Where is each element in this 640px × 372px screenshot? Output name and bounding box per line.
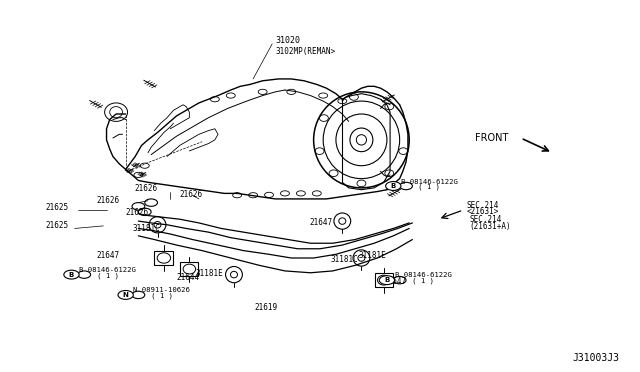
- Text: 21626: 21626: [125, 208, 148, 217]
- Text: N: N: [123, 292, 129, 298]
- Text: 21619: 21619: [254, 302, 277, 312]
- Text: ( 1 ): ( 1 ): [399, 278, 434, 284]
- Text: 21625: 21625: [45, 203, 68, 212]
- Text: SEC.214: SEC.214: [470, 215, 502, 224]
- Bar: [375, 273, 393, 287]
- Text: 31020: 31020: [275, 36, 300, 45]
- Bar: [154, 251, 173, 265]
- Text: 21626: 21626: [96, 196, 119, 205]
- Circle shape: [118, 291, 133, 299]
- Text: B: B: [390, 183, 396, 189]
- Circle shape: [64, 270, 79, 279]
- Text: 21626: 21626: [134, 184, 157, 193]
- Text: 21644: 21644: [177, 273, 200, 282]
- Text: B 08146-6122G: B 08146-6122G: [401, 179, 458, 185]
- Text: 31181C: 31181C: [330, 254, 358, 264]
- Text: 31181C: 31181C: [132, 224, 160, 233]
- Text: 31181E: 31181E: [196, 269, 223, 278]
- Circle shape: [386, 182, 401, 190]
- Text: J31003J3: J31003J3: [573, 353, 620, 363]
- Text: <21631>: <21631>: [467, 207, 499, 217]
- Text: 21647: 21647: [96, 251, 119, 260]
- Text: SEC.214: SEC.214: [467, 201, 499, 210]
- Text: ( 1 ): ( 1 ): [138, 292, 173, 299]
- Text: B: B: [384, 277, 390, 283]
- Text: FRONT: FRONT: [475, 133, 508, 143]
- Circle shape: [380, 276, 394, 285]
- Text: ( 1 ): ( 1 ): [84, 272, 118, 279]
- Text: 21647: 21647: [310, 218, 333, 227]
- Text: 3102MP(REMAN>: 3102MP(REMAN>: [275, 47, 335, 56]
- Text: ( 1 ): ( 1 ): [405, 184, 440, 190]
- Text: 31181E: 31181E: [358, 251, 386, 260]
- Text: 21625: 21625: [45, 221, 68, 230]
- Text: B 08146-6122G: B 08146-6122G: [394, 272, 451, 278]
- Text: N 08911-10626: N 08911-10626: [133, 287, 190, 293]
- Text: B 08146-6122G: B 08146-6122G: [79, 267, 136, 273]
- Text: 21647: 21647: [384, 277, 407, 286]
- Bar: [180, 262, 198, 276]
- Text: (21631+A): (21631+A): [470, 222, 511, 231]
- Text: 21626: 21626: [180, 190, 203, 199]
- Text: B: B: [69, 272, 74, 278]
